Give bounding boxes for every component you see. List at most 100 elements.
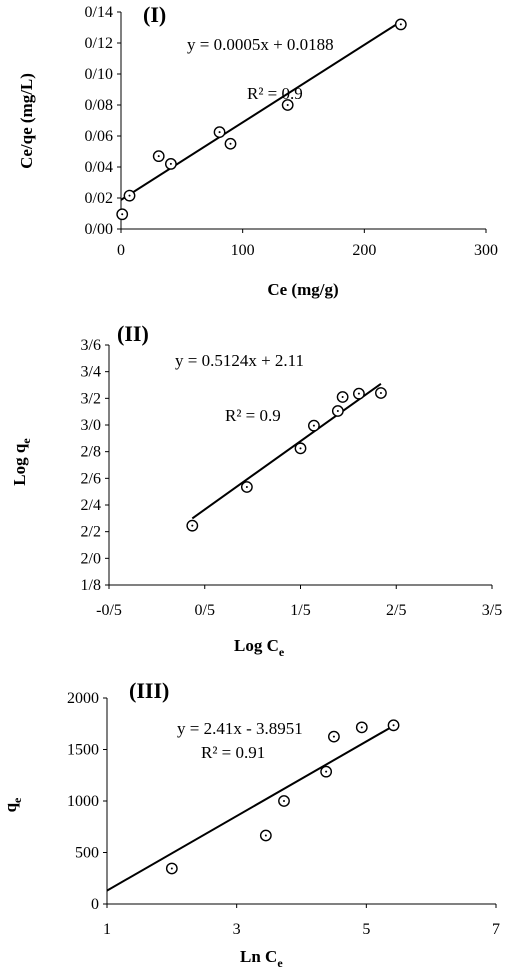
panel-3-x-tick-label: 1 (103, 921, 111, 938)
panel-3-y-tick-label: 0 (91, 896, 99, 913)
panel-2-y-axis-title: Log qe (10, 438, 33, 486)
panel-1-equation: y = 0.0005x + 0.0188 (187, 35, 334, 54)
panel-2-data-point-dot (245, 486, 248, 488)
panel-2-data-point (353, 387, 365, 400)
panel-1-r2: R² = 0.9 (247, 84, 303, 103)
panel-2-x-tick-label: 0/5 (195, 602, 215, 619)
panel-2-data-point-dot (336, 410, 339, 412)
panel-2-x-tick-label: 3/5 (482, 602, 502, 619)
panel-1-y-tick-label: 0/00 (85, 221, 113, 238)
panel-2-data-point (294, 442, 307, 455)
panel-3-data-point (355, 721, 368, 734)
panel-3-y-tick-label: 1000 (67, 793, 99, 810)
panel-1-y-tick-label: 0/08 (85, 97, 113, 114)
panel-2-data-point (308, 419, 320, 432)
panel-3-data-point-dot (170, 867, 173, 870)
panel-2-data-point-dot (357, 392, 360, 395)
panel-2-x-tick-label: -0/5 (96, 602, 122, 619)
panel-1-y-tick-label: 0/04 (85, 159, 113, 176)
panel-3-y-axis-title-main: q (1, 802, 20, 812)
panel-2-data-point (331, 405, 344, 417)
panel-2-data-point-dot (341, 396, 344, 398)
panel-3-x-axis-title-main: Ln C (240, 947, 277, 966)
panel-1-data-point (164, 157, 177, 170)
panel-1-data-point-dot (229, 142, 232, 145)
panel-3-trendline (106, 724, 395, 892)
panel-3: 1 3 5 7 0 500 1000 1500 2000 (III) y = 2.41x - 3… (1, 678, 500, 970)
panel-2-data-point-dot (379, 392, 382, 394)
panel-3-data-point-dot (332, 735, 335, 738)
panel-1-data-point-dot (399, 23, 402, 26)
panel-1-y-tick-label: 0/10 (85, 66, 113, 83)
panel-1-data-point-dot (128, 194, 131, 197)
panel-3-x-axis-title-sub: e (277, 956, 283, 970)
panel-2-label: (II) (117, 321, 149, 346)
panel-3-equation: y = 2.41x - 3.8951 (177, 719, 303, 738)
panel-2-y-tick-label: 3/0 (81, 417, 101, 434)
panel-1-x-tick-label: 100 (231, 242, 255, 259)
panel-3-data-point (259, 829, 272, 842)
panel-3-data-point-dot (325, 770, 328, 773)
panel-1-data-point-dot (157, 155, 160, 158)
panel-1-y-tick-label: 0/12 (85, 35, 113, 52)
panel-1-data-point (152, 150, 165, 163)
panel-1-label: (I) (143, 2, 166, 27)
panel-3-data-point (328, 730, 340, 743)
panel-1-data-point (123, 189, 136, 202)
panel-1-data-point-dot (121, 213, 124, 216)
panel-2-x-axis-title: Log Ce (234, 636, 285, 659)
panel-3-r2: R² = 0.91 (201, 743, 265, 762)
panel-2-x-axis-title-main: Log C (234, 636, 279, 655)
panel-1-data-point (224, 137, 237, 150)
panel-3-x-axis-title: Ln Ce (240, 947, 283, 970)
panel-3-x-tick-label: 7 (492, 921, 500, 938)
panel-1-data-point (213, 126, 226, 139)
panel-2-r2: R² = 0.9 (225, 406, 281, 425)
panel-1-data-point-dot (286, 104, 289, 106)
panel-2-y-tick-label: 3/6 (81, 337, 101, 354)
panel-2-x-axis-title-sub: e (279, 645, 285, 659)
panel-1-x-tick-label: 300 (474, 242, 498, 259)
panel-1: 0 100 200 300 0/00 0/02 0/04 0/06 0/08 0/10 0/12 0/… (17, 2, 498, 299)
panel-2-y-tick-label: 2/8 (81, 444, 101, 461)
panel-1-data-point-dot (169, 162, 172, 165)
panel-3-label: (III) (129, 678, 169, 703)
panel-1-data-point (116, 208, 129, 221)
panel-2-data-point-dot (191, 524, 194, 527)
panel-3-x-tick-label: 5 (362, 921, 370, 938)
panel-2-equation: y = 0.5124x + 2.11 (175, 351, 304, 370)
panel-1-y-tick-label: 0/02 (85, 190, 113, 207)
panel-2-y-tick-label: 2/6 (81, 470, 101, 487)
panel-2-y-tick-label: 2/2 (81, 524, 101, 541)
panel-3-data-point-dot (392, 724, 395, 727)
panel-3-data-point-dot (360, 726, 363, 729)
panel-3-y-axis-title-sub: e (10, 797, 24, 803)
panel-1-y-tick-label: 0/06 (85, 128, 113, 145)
panel-2-y-tick-label: 3/2 (81, 390, 101, 407)
panel-1-x-tick-label: 200 (352, 242, 376, 259)
panel-3-data-point (278, 795, 290, 807)
panel-1-data-point-dot (218, 131, 221, 134)
panel-3-data-point (387, 719, 400, 732)
panel-3-x-tick-label: 3 (233, 921, 241, 938)
panel-2-data-point (336, 391, 349, 403)
panel-2-x-tick-label: 1/5 (290, 602, 310, 619)
panel-1-x-tick-label: 0 (117, 242, 125, 259)
panel-2-y-axis-title-main: Log q (10, 443, 29, 486)
panel-2-y-tick-label: 3/4 (81, 364, 101, 381)
panel-3-data-point-dot (282, 800, 285, 802)
panel-3-y-tick-label: 500 (75, 845, 99, 862)
panel-3-y-axis-title: qe (1, 797, 24, 812)
panel-2-data-point-dot (312, 424, 315, 427)
panel-1-trendline (120, 20, 402, 201)
panel-2-y-tick-label: 2/0 (81, 550, 101, 567)
panel-2-trendline (191, 382, 382, 520)
panel-3-y-tick-label: 1500 (67, 742, 99, 759)
panel-3-data-point-dot (264, 834, 267, 837)
panel-2-y-tick-label: 1/8 (81, 577, 101, 594)
panel-2-data-point (375, 387, 387, 399)
panel-2-data-point-dot (299, 447, 302, 450)
panel-3-y-tick-label: 2000 (67, 690, 99, 707)
panel-1-y-tick-label: 0/14 (85, 4, 113, 21)
